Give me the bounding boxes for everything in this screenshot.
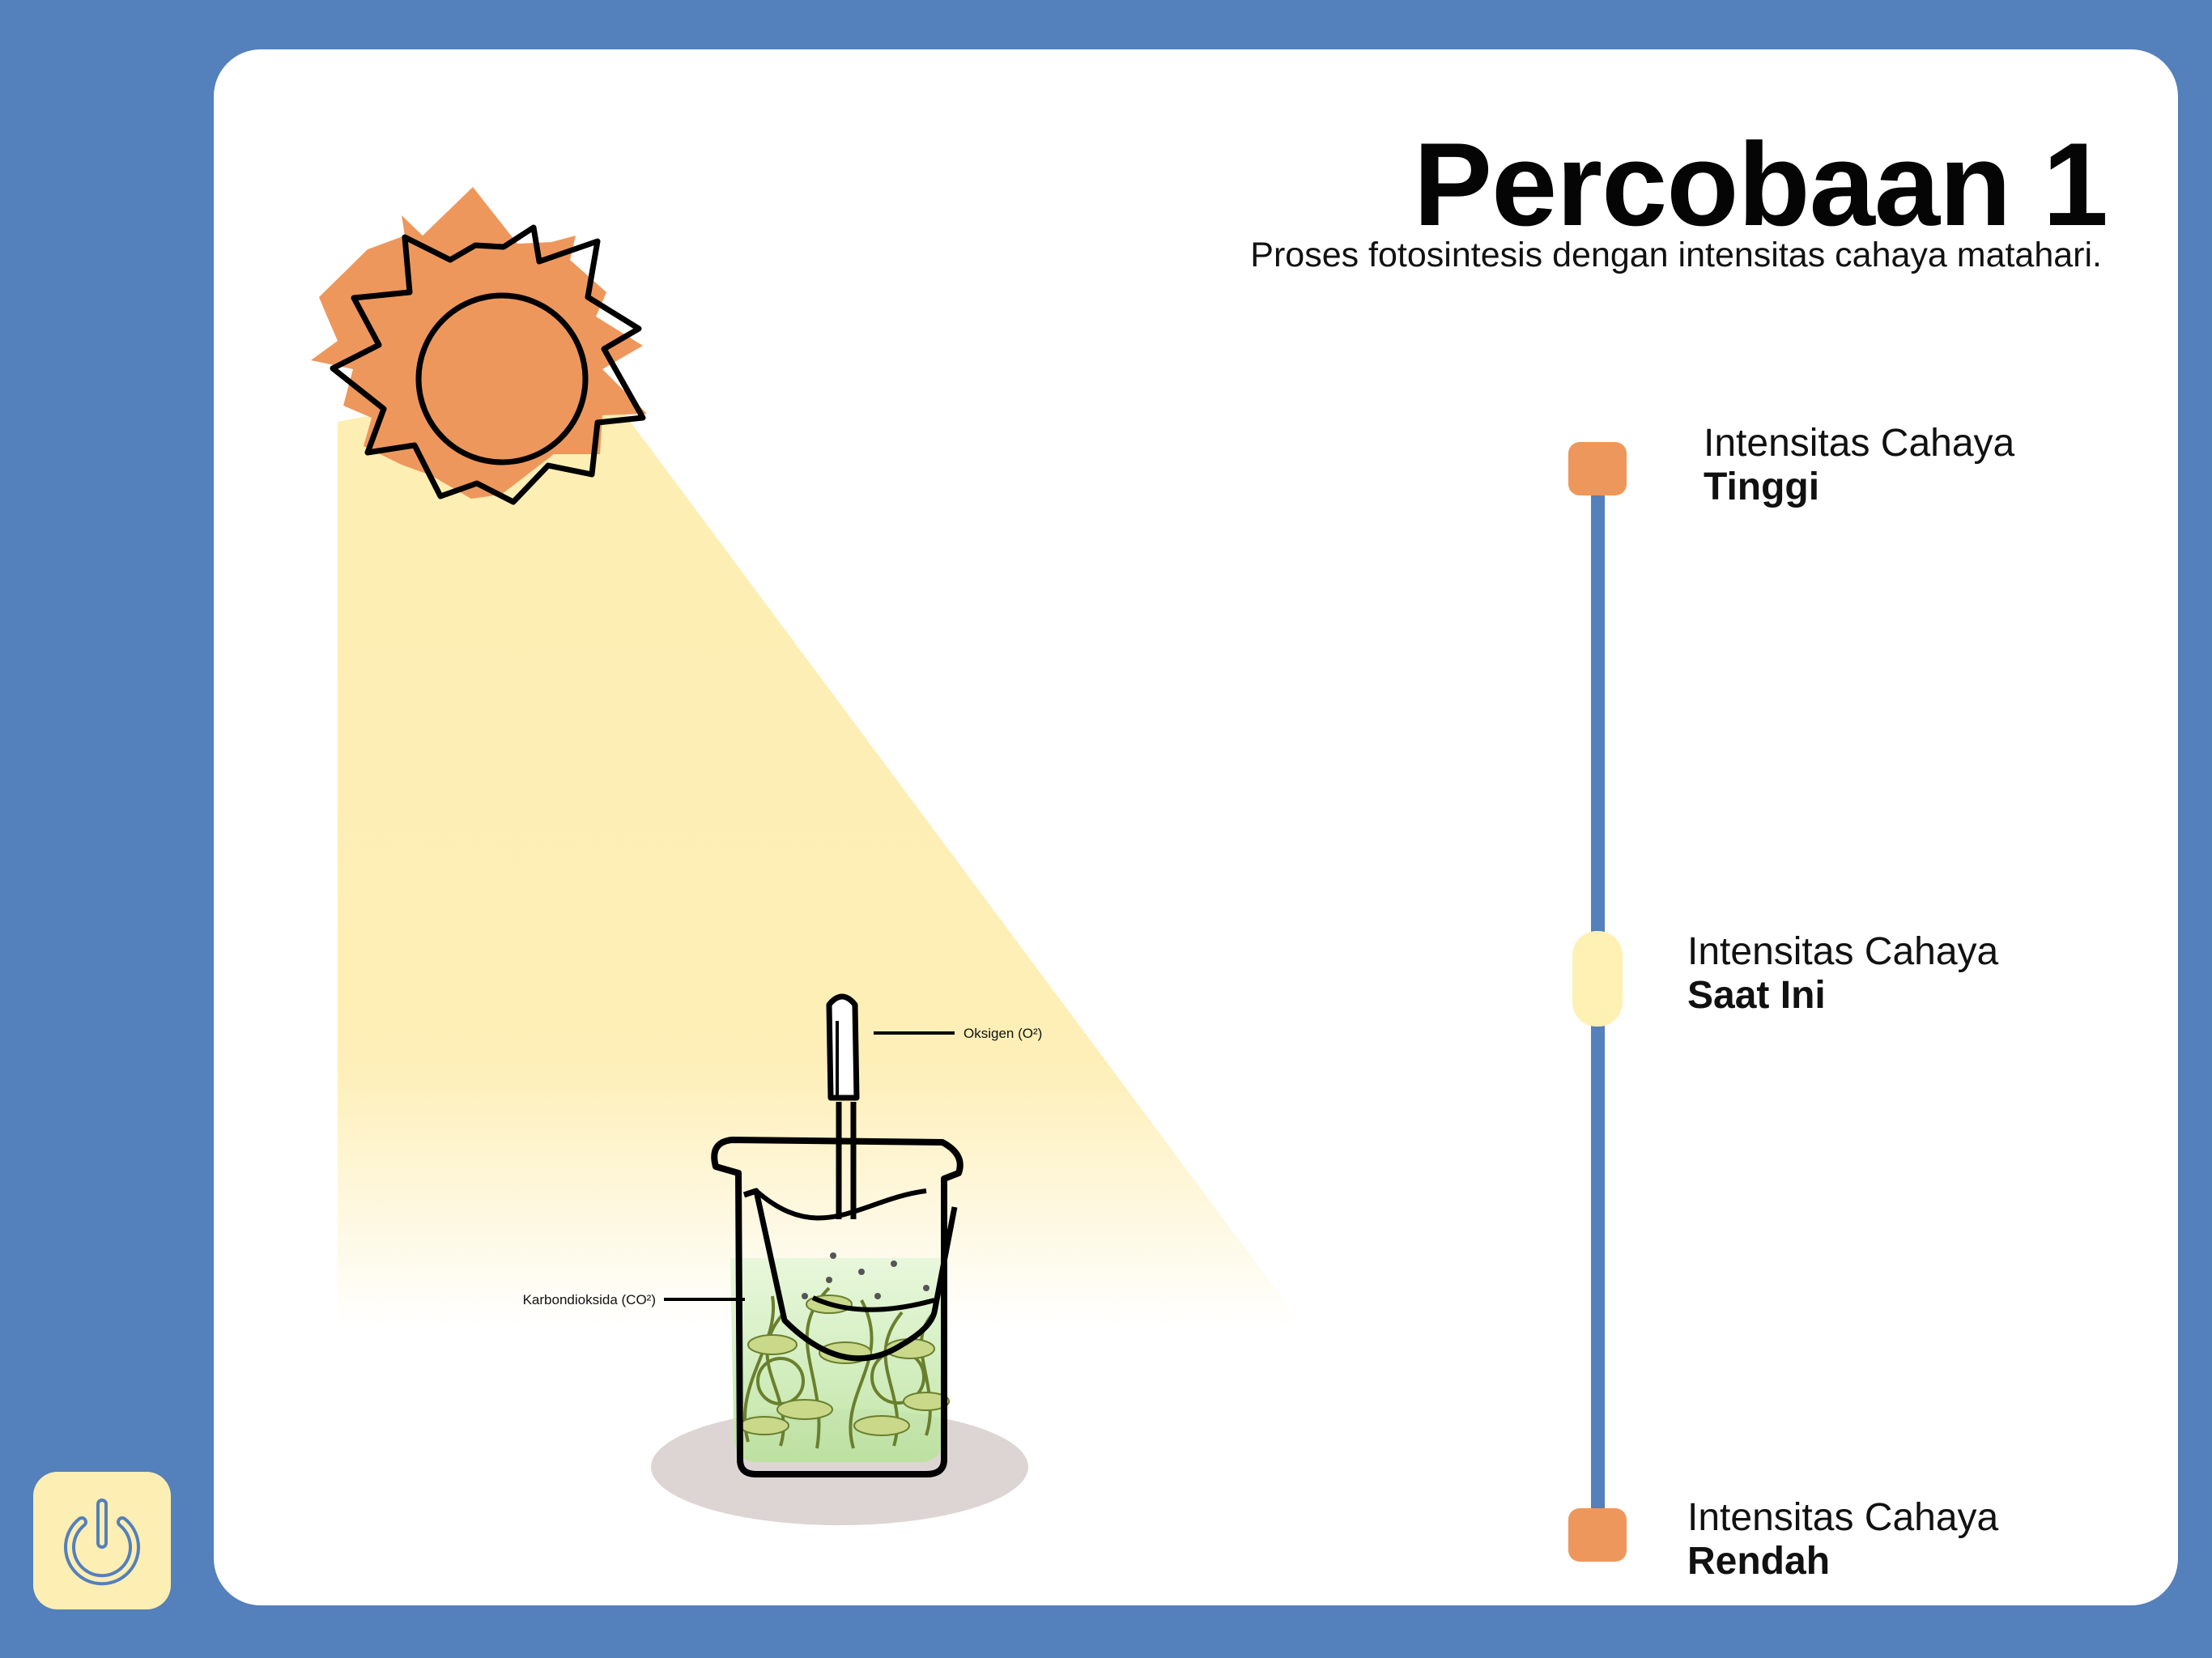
page-title: Percobaan 1 bbox=[1413, 118, 2108, 250]
marker-current[interactable] bbox=[1572, 931, 1623, 1027]
label-high: Intensitas Cahaya Tinggi bbox=[1704, 422, 2014, 509]
co2-label: Karbondioksida (CO²) bbox=[523, 1292, 656, 1307]
label-low-line1: Intensitas Cahaya bbox=[1687, 1496, 1999, 1539]
sun-icon bbox=[311, 187, 647, 505]
label-low-line2: Rendah bbox=[1687, 1540, 1831, 1583]
marker-high[interactable] bbox=[1568, 442, 1627, 495]
experiment-scene: Oksigen (O²) Karbondioksida (CO²) bbox=[311, 187, 1299, 1525]
oxygen-label: Oksigen (O²) bbox=[963, 1026, 1042, 1041]
label-current-line1: Intensitas Cahaya bbox=[1687, 930, 1999, 973]
experiment-card: Oksigen (O²) Karbondioksida (CO²) Percob… bbox=[214, 49, 2178, 1605]
marker-low[interactable] bbox=[1568, 1508, 1627, 1562]
label-high-line2: Tinggi bbox=[1704, 466, 1820, 508]
page-subtitle: Proses fotosintesis dengan intensitas ca… bbox=[1250, 236, 2102, 274]
beaker bbox=[711, 993, 963, 1477]
label-current: Intensitas Cahaya Saat Ini bbox=[1687, 930, 1998, 1018]
label-high-line1: Intensitas Cahaya bbox=[1704, 422, 2015, 465]
light-beam bbox=[338, 373, 1299, 1329]
intensity-scale: Intensitas Cahaya Tinggi Intensitas Caha… bbox=[1509, 422, 2035, 1583]
power-icon bbox=[64, 1499, 140, 1586]
power-button[interactable] bbox=[33, 1472, 171, 1609]
label-low: Intensitas Cahaya Rendah bbox=[1687, 1496, 1998, 1584]
label-current-line2: Saat Ini bbox=[1687, 974, 1826, 1017]
